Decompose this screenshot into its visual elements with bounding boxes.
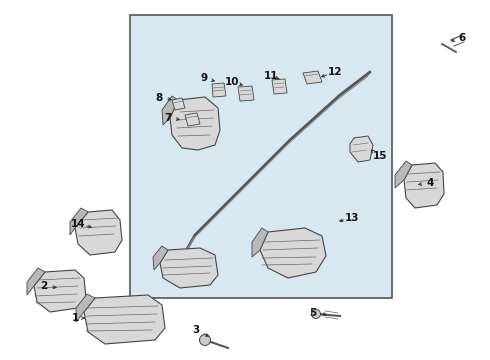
- Polygon shape: [404, 163, 444, 208]
- Text: 7: 7: [164, 113, 171, 123]
- Polygon shape: [238, 86, 254, 101]
- Circle shape: [199, 334, 211, 346]
- Polygon shape: [395, 161, 412, 188]
- Polygon shape: [170, 97, 220, 150]
- Text: 8: 8: [155, 93, 163, 103]
- Polygon shape: [27, 268, 45, 295]
- Polygon shape: [303, 71, 322, 84]
- Text: 15: 15: [373, 151, 387, 161]
- Polygon shape: [185, 113, 200, 126]
- Polygon shape: [84, 295, 165, 344]
- Text: 2: 2: [40, 281, 48, 291]
- Polygon shape: [160, 248, 218, 288]
- Polygon shape: [252, 228, 268, 257]
- Polygon shape: [75, 210, 122, 255]
- Text: 4: 4: [426, 178, 434, 188]
- Bar: [130, 15, 392, 298]
- Text: 9: 9: [200, 73, 208, 83]
- Text: 3: 3: [193, 325, 199, 335]
- Polygon shape: [162, 96, 178, 125]
- Polygon shape: [76, 294, 95, 322]
- Text: 13: 13: [345, 213, 359, 223]
- Polygon shape: [272, 79, 287, 94]
- Text: 1: 1: [72, 313, 78, 323]
- Text: 12: 12: [328, 67, 342, 77]
- Text: 11: 11: [264, 71, 278, 81]
- Polygon shape: [70, 208, 88, 235]
- Polygon shape: [350, 136, 373, 162]
- Text: 5: 5: [309, 308, 317, 318]
- Text: 6: 6: [458, 33, 466, 43]
- Text: 14: 14: [71, 219, 85, 229]
- Text: 10: 10: [225, 77, 239, 87]
- Circle shape: [312, 310, 320, 319]
- Polygon shape: [212, 83, 226, 97]
- Polygon shape: [260, 228, 326, 278]
- Polygon shape: [172, 98, 185, 110]
- Polygon shape: [153, 246, 168, 270]
- Polygon shape: [34, 270, 86, 312]
